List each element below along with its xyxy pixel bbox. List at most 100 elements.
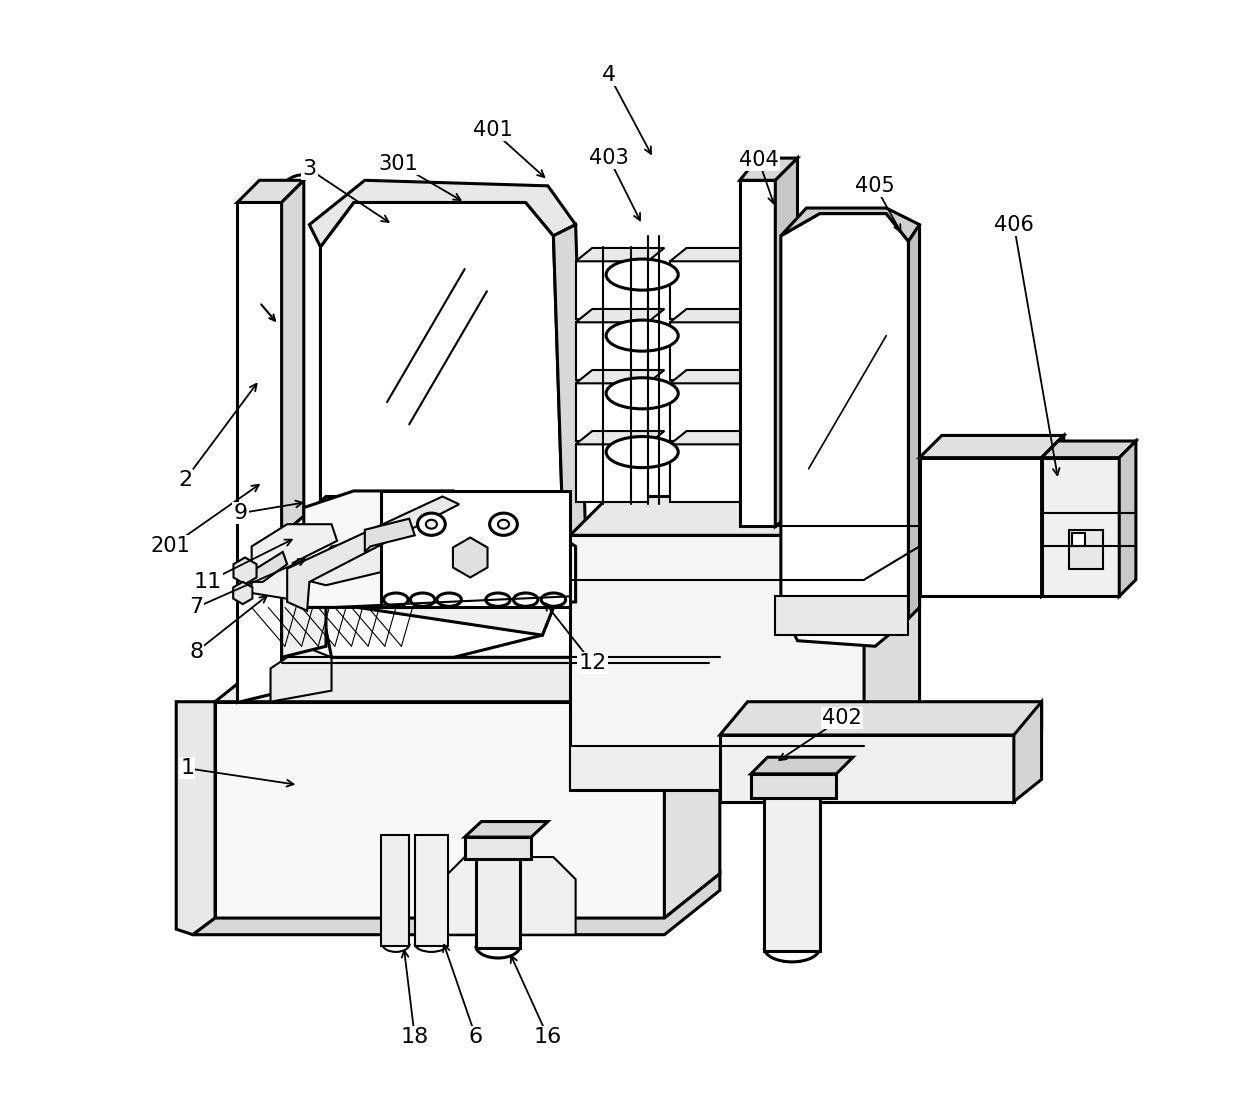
Polygon shape [575, 432, 665, 445]
Text: 301: 301 [378, 154, 418, 174]
Polygon shape [237, 181, 304, 203]
Ellipse shape [436, 593, 461, 607]
Polygon shape [320, 203, 564, 658]
Polygon shape [288, 496, 459, 611]
Polygon shape [309, 181, 575, 246]
Ellipse shape [486, 593, 510, 607]
Polygon shape [775, 158, 797, 526]
Bar [1071, 533, 1085, 546]
Polygon shape [320, 541, 570, 552]
Polygon shape [781, 214, 909, 647]
Polygon shape [781, 209, 920, 241]
Polygon shape [281, 496, 454, 658]
Polygon shape [575, 309, 665, 322]
Polygon shape [382, 491, 570, 608]
Polygon shape [864, 496, 920, 791]
Polygon shape [670, 384, 742, 442]
Ellipse shape [606, 437, 678, 467]
Polygon shape [1042, 442, 1136, 457]
Polygon shape [1014, 701, 1042, 802]
Polygon shape [252, 524, 337, 600]
Polygon shape [1042, 436, 1064, 597]
Polygon shape [465, 837, 531, 860]
Polygon shape [246, 552, 288, 582]
Polygon shape [453, 537, 487, 578]
Polygon shape [670, 322, 742, 380]
Polygon shape [670, 445, 742, 502]
Polygon shape [320, 535, 564, 636]
Text: 18: 18 [401, 1027, 429, 1047]
Ellipse shape [418, 513, 445, 535]
Polygon shape [1042, 457, 1120, 597]
Polygon shape [570, 535, 864, 791]
Polygon shape [665, 658, 720, 918]
Polygon shape [304, 491, 575, 608]
Polygon shape [670, 370, 759, 384]
Polygon shape [720, 735, 1014, 802]
Text: 402: 402 [822, 708, 862, 728]
Polygon shape [909, 224, 920, 619]
Polygon shape [751, 774, 836, 798]
Polygon shape [1120, 442, 1136, 597]
Ellipse shape [606, 378, 678, 409]
Polygon shape [237, 203, 281, 701]
Polygon shape [570, 496, 920, 535]
Polygon shape [670, 432, 759, 445]
Polygon shape [443, 857, 575, 934]
Polygon shape [720, 701, 1042, 735]
Ellipse shape [490, 513, 517, 535]
Ellipse shape [425, 520, 436, 529]
Text: 6: 6 [469, 1027, 482, 1047]
Polygon shape [751, 757, 853, 774]
Polygon shape [920, 457, 1042, 597]
Polygon shape [365, 518, 414, 552]
Text: 3: 3 [303, 159, 316, 180]
Ellipse shape [606, 320, 678, 351]
Polygon shape [670, 309, 759, 322]
Polygon shape [575, 322, 647, 380]
Ellipse shape [383, 593, 408, 607]
Polygon shape [575, 370, 665, 384]
Text: 404: 404 [739, 151, 779, 171]
Polygon shape [304, 524, 559, 585]
Polygon shape [281, 181, 304, 690]
Polygon shape [215, 701, 665, 918]
Text: 2: 2 [179, 469, 192, 489]
Polygon shape [775, 597, 909, 636]
Polygon shape [575, 261, 647, 319]
Polygon shape [575, 445, 647, 502]
Polygon shape [233, 582, 253, 604]
Ellipse shape [541, 593, 565, 607]
Polygon shape [215, 658, 720, 701]
Polygon shape [476, 857, 520, 948]
Polygon shape [382, 835, 409, 946]
Polygon shape [575, 384, 647, 442]
Polygon shape [270, 647, 331, 701]
Ellipse shape [498, 520, 510, 529]
Polygon shape [665, 658, 720, 779]
Polygon shape [193, 874, 720, 934]
Text: 9: 9 [233, 503, 248, 523]
Polygon shape [570, 746, 864, 791]
Polygon shape [764, 791, 820, 951]
Text: 12: 12 [578, 653, 606, 672]
Text: 406: 406 [994, 215, 1034, 234]
Polygon shape [670, 248, 759, 261]
Text: 8: 8 [190, 642, 203, 662]
Polygon shape [176, 701, 215, 934]
Polygon shape [553, 224, 587, 580]
Bar [1069, 530, 1102, 569]
Text: 403: 403 [589, 148, 629, 168]
Polygon shape [740, 181, 775, 526]
Text: 1: 1 [180, 758, 195, 778]
Polygon shape [233, 558, 257, 584]
Ellipse shape [513, 593, 538, 607]
Text: 201: 201 [151, 536, 191, 556]
Text: 16: 16 [533, 1027, 562, 1047]
Text: 11: 11 [193, 572, 222, 592]
Ellipse shape [410, 593, 435, 607]
Ellipse shape [606, 259, 678, 290]
Text: 4: 4 [601, 65, 616, 85]
Text: 405: 405 [856, 176, 895, 196]
Polygon shape [575, 248, 665, 261]
